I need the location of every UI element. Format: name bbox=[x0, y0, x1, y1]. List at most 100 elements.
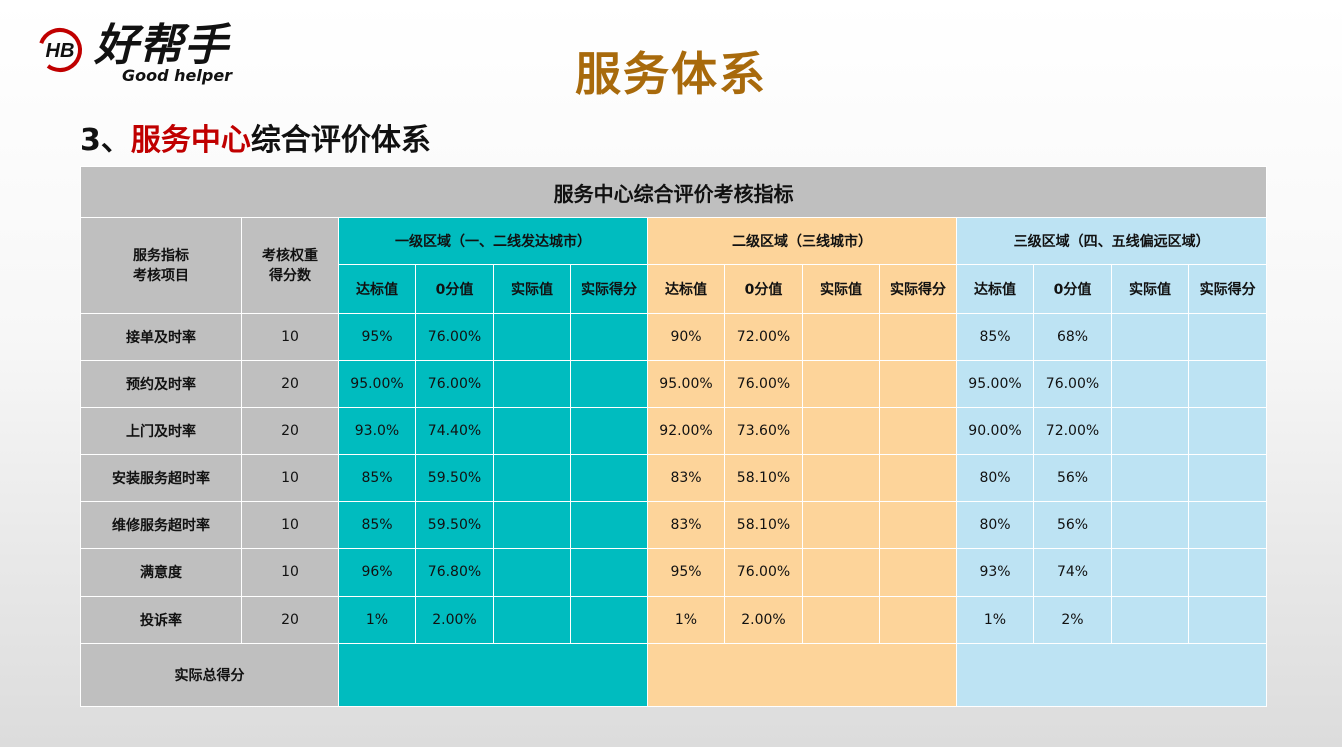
cell-r1-4 bbox=[570, 501, 648, 550]
cell-r1-4 bbox=[570, 406, 648, 456]
cell-r1-2: 59.50% bbox=[415, 454, 494, 503]
cell-r1-4 bbox=[570, 548, 648, 597]
cell-r3-4 bbox=[1187, 312, 1268, 361]
cell-r1-4 bbox=[570, 595, 648, 644]
cell-r2-4 bbox=[879, 406, 957, 456]
row-item-label: 维修服务超时率 bbox=[80, 501, 242, 550]
sub-header-r3-1: 达标值 bbox=[956, 264, 1034, 314]
sub-header-r2-3: 实际值 bbox=[802, 264, 880, 314]
cell-r3-1: 80% bbox=[956, 454, 1034, 503]
region-header-1: 一级区域（一、二线发达城市） bbox=[338, 217, 648, 266]
cell-r1-1: 96% bbox=[338, 548, 416, 597]
cell-r2-2: 76.00% bbox=[724, 548, 803, 597]
row-weight: 20 bbox=[241, 406, 339, 456]
cell-r3-4 bbox=[1187, 406, 1268, 456]
row-weight: 20 bbox=[241, 359, 339, 408]
total-label: 实际总得分 bbox=[80, 642, 339, 708]
cell-r3-2: 56% bbox=[1033, 501, 1112, 550]
cell-r3-2: 76.00% bbox=[1033, 359, 1112, 408]
cell-r2-2: 72.00% bbox=[724, 312, 803, 361]
table-caption: 服务中心综合评价考核指标 bbox=[79, 165, 1268, 219]
cell-r3-1: 1% bbox=[956, 595, 1034, 644]
cell-r2-3 bbox=[802, 406, 880, 456]
brand-logo: HB 好帮手 Good helper bbox=[36, 20, 266, 90]
table-row: 维修服务超时率 10 85% 59.50% 83% 58.10% 80% 56% bbox=[80, 501, 1268, 550]
region-header-3: 三级区域（四、五线偏远区域） bbox=[955, 217, 1268, 266]
cell-r3-1: 90.00% bbox=[956, 406, 1034, 456]
cell-r2-4 bbox=[879, 548, 957, 597]
row-weight: 10 bbox=[241, 548, 339, 597]
cell-r1-3 bbox=[493, 454, 571, 503]
cell-r2-3 bbox=[802, 548, 880, 597]
logo-name-en: Good helper bbox=[122, 66, 233, 85]
cell-r2-4 bbox=[879, 501, 957, 550]
cell-r3-3 bbox=[1111, 312, 1189, 361]
subtitle-highlight: 服务中心 bbox=[130, 123, 251, 158]
cell-r2-4 bbox=[879, 359, 957, 408]
total-region-1 bbox=[338, 642, 648, 708]
cell-r2-1: 83% bbox=[647, 501, 725, 550]
cell-r3-4 bbox=[1187, 359, 1268, 408]
cell-r3-1: 93% bbox=[956, 548, 1034, 597]
cell-r1-4 bbox=[570, 359, 648, 408]
cell-r3-4 bbox=[1187, 454, 1268, 503]
row-item-label: 预约及时率 bbox=[80, 359, 242, 408]
cell-r1-2: 2.00% bbox=[415, 595, 494, 644]
sub-header-r1-1: 达标值 bbox=[338, 264, 416, 314]
cell-r2-1: 90% bbox=[647, 312, 725, 361]
cell-r1-2: 74.40% bbox=[415, 406, 494, 456]
cell-r1-2: 76.00% bbox=[415, 312, 494, 361]
sub-header-r3-2: 0分值 bbox=[1033, 264, 1112, 314]
evaluation-table: 服务中心综合评价考核指标 服务指标 考核项目 考核权重 得分数 一级区域（一、二… bbox=[79, 165, 1268, 708]
page-title: 服务体系 bbox=[575, 47, 767, 101]
cell-r2-1: 1% bbox=[647, 595, 725, 644]
hb-logo-icon: HB bbox=[38, 28, 82, 72]
table-row: 满意度 10 96% 76.80% 95% 76.00% 93% 74% bbox=[80, 548, 1268, 597]
subtitle-prefix: 3、 bbox=[80, 123, 131, 158]
cell-r2-3 bbox=[802, 595, 880, 644]
cell-r3-2: 74% bbox=[1033, 548, 1112, 597]
cell-r3-3 bbox=[1111, 359, 1189, 408]
cell-r1-3 bbox=[493, 312, 571, 361]
row-item-label: 安装服务超时率 bbox=[80, 454, 242, 503]
sub-header-r2-4: 实际得分 bbox=[879, 264, 957, 314]
subtitle-rest: 综合评价体系 bbox=[250, 123, 431, 158]
cell-r3-4 bbox=[1187, 548, 1268, 597]
cell-r2-1: 95% bbox=[647, 548, 725, 597]
cell-r2-2: 2.00% bbox=[724, 595, 803, 644]
cell-r2-4 bbox=[879, 595, 957, 644]
cell-r2-2: 58.10% bbox=[724, 501, 803, 550]
cell-r3-1: 80% bbox=[956, 501, 1034, 550]
cell-r3-1: 95.00% bbox=[956, 359, 1034, 408]
cell-r2-1: 95.00% bbox=[647, 359, 725, 408]
cell-r2-4 bbox=[879, 312, 957, 361]
logo-name-cn: 好帮手 bbox=[94, 20, 229, 71]
cell-r1-3 bbox=[493, 501, 571, 550]
total-region-2 bbox=[647, 642, 957, 708]
table-row: 接单及时率 10 95% 76.00% 90% 72.00% 85% 68% bbox=[80, 312, 1268, 361]
total-row: 实际总得分 bbox=[80, 642, 1268, 708]
sub-header-r1-4: 实际得分 bbox=[570, 264, 648, 314]
cell-r3-3 bbox=[1111, 595, 1189, 644]
region-header-2: 二级区域（三线城市） bbox=[647, 217, 957, 266]
row-item-label: 接单及时率 bbox=[80, 312, 242, 361]
cell-r3-2: 68% bbox=[1033, 312, 1112, 361]
cell-r3-3 bbox=[1111, 454, 1189, 503]
sub-header-r2-1: 达标值 bbox=[647, 264, 725, 314]
cell-r2-1: 83% bbox=[647, 454, 725, 503]
row-item-label: 上门及时率 bbox=[80, 406, 242, 456]
logo-mark-text: HB bbox=[46, 40, 75, 62]
total-region-3 bbox=[955, 642, 1268, 708]
cell-r1-3 bbox=[493, 548, 571, 597]
cell-r1-1: 95.00% bbox=[338, 359, 416, 408]
cell-r2-2: 73.60% bbox=[724, 406, 803, 456]
header-item: 服务指标 考核项目 bbox=[80, 217, 242, 314]
cell-r3-3 bbox=[1111, 406, 1189, 456]
cell-r1-3 bbox=[493, 595, 571, 644]
row-weight: 10 bbox=[241, 454, 339, 503]
cell-r2-4 bbox=[879, 454, 957, 503]
table-row: 投诉率 20 1% 2.00% 1% 2.00% 1% 2% bbox=[80, 595, 1268, 644]
cell-r1-2: 59.50% bbox=[415, 501, 494, 550]
cell-r1-1: 85% bbox=[338, 454, 416, 503]
sub-header-r3-3: 实际值 bbox=[1111, 264, 1189, 314]
